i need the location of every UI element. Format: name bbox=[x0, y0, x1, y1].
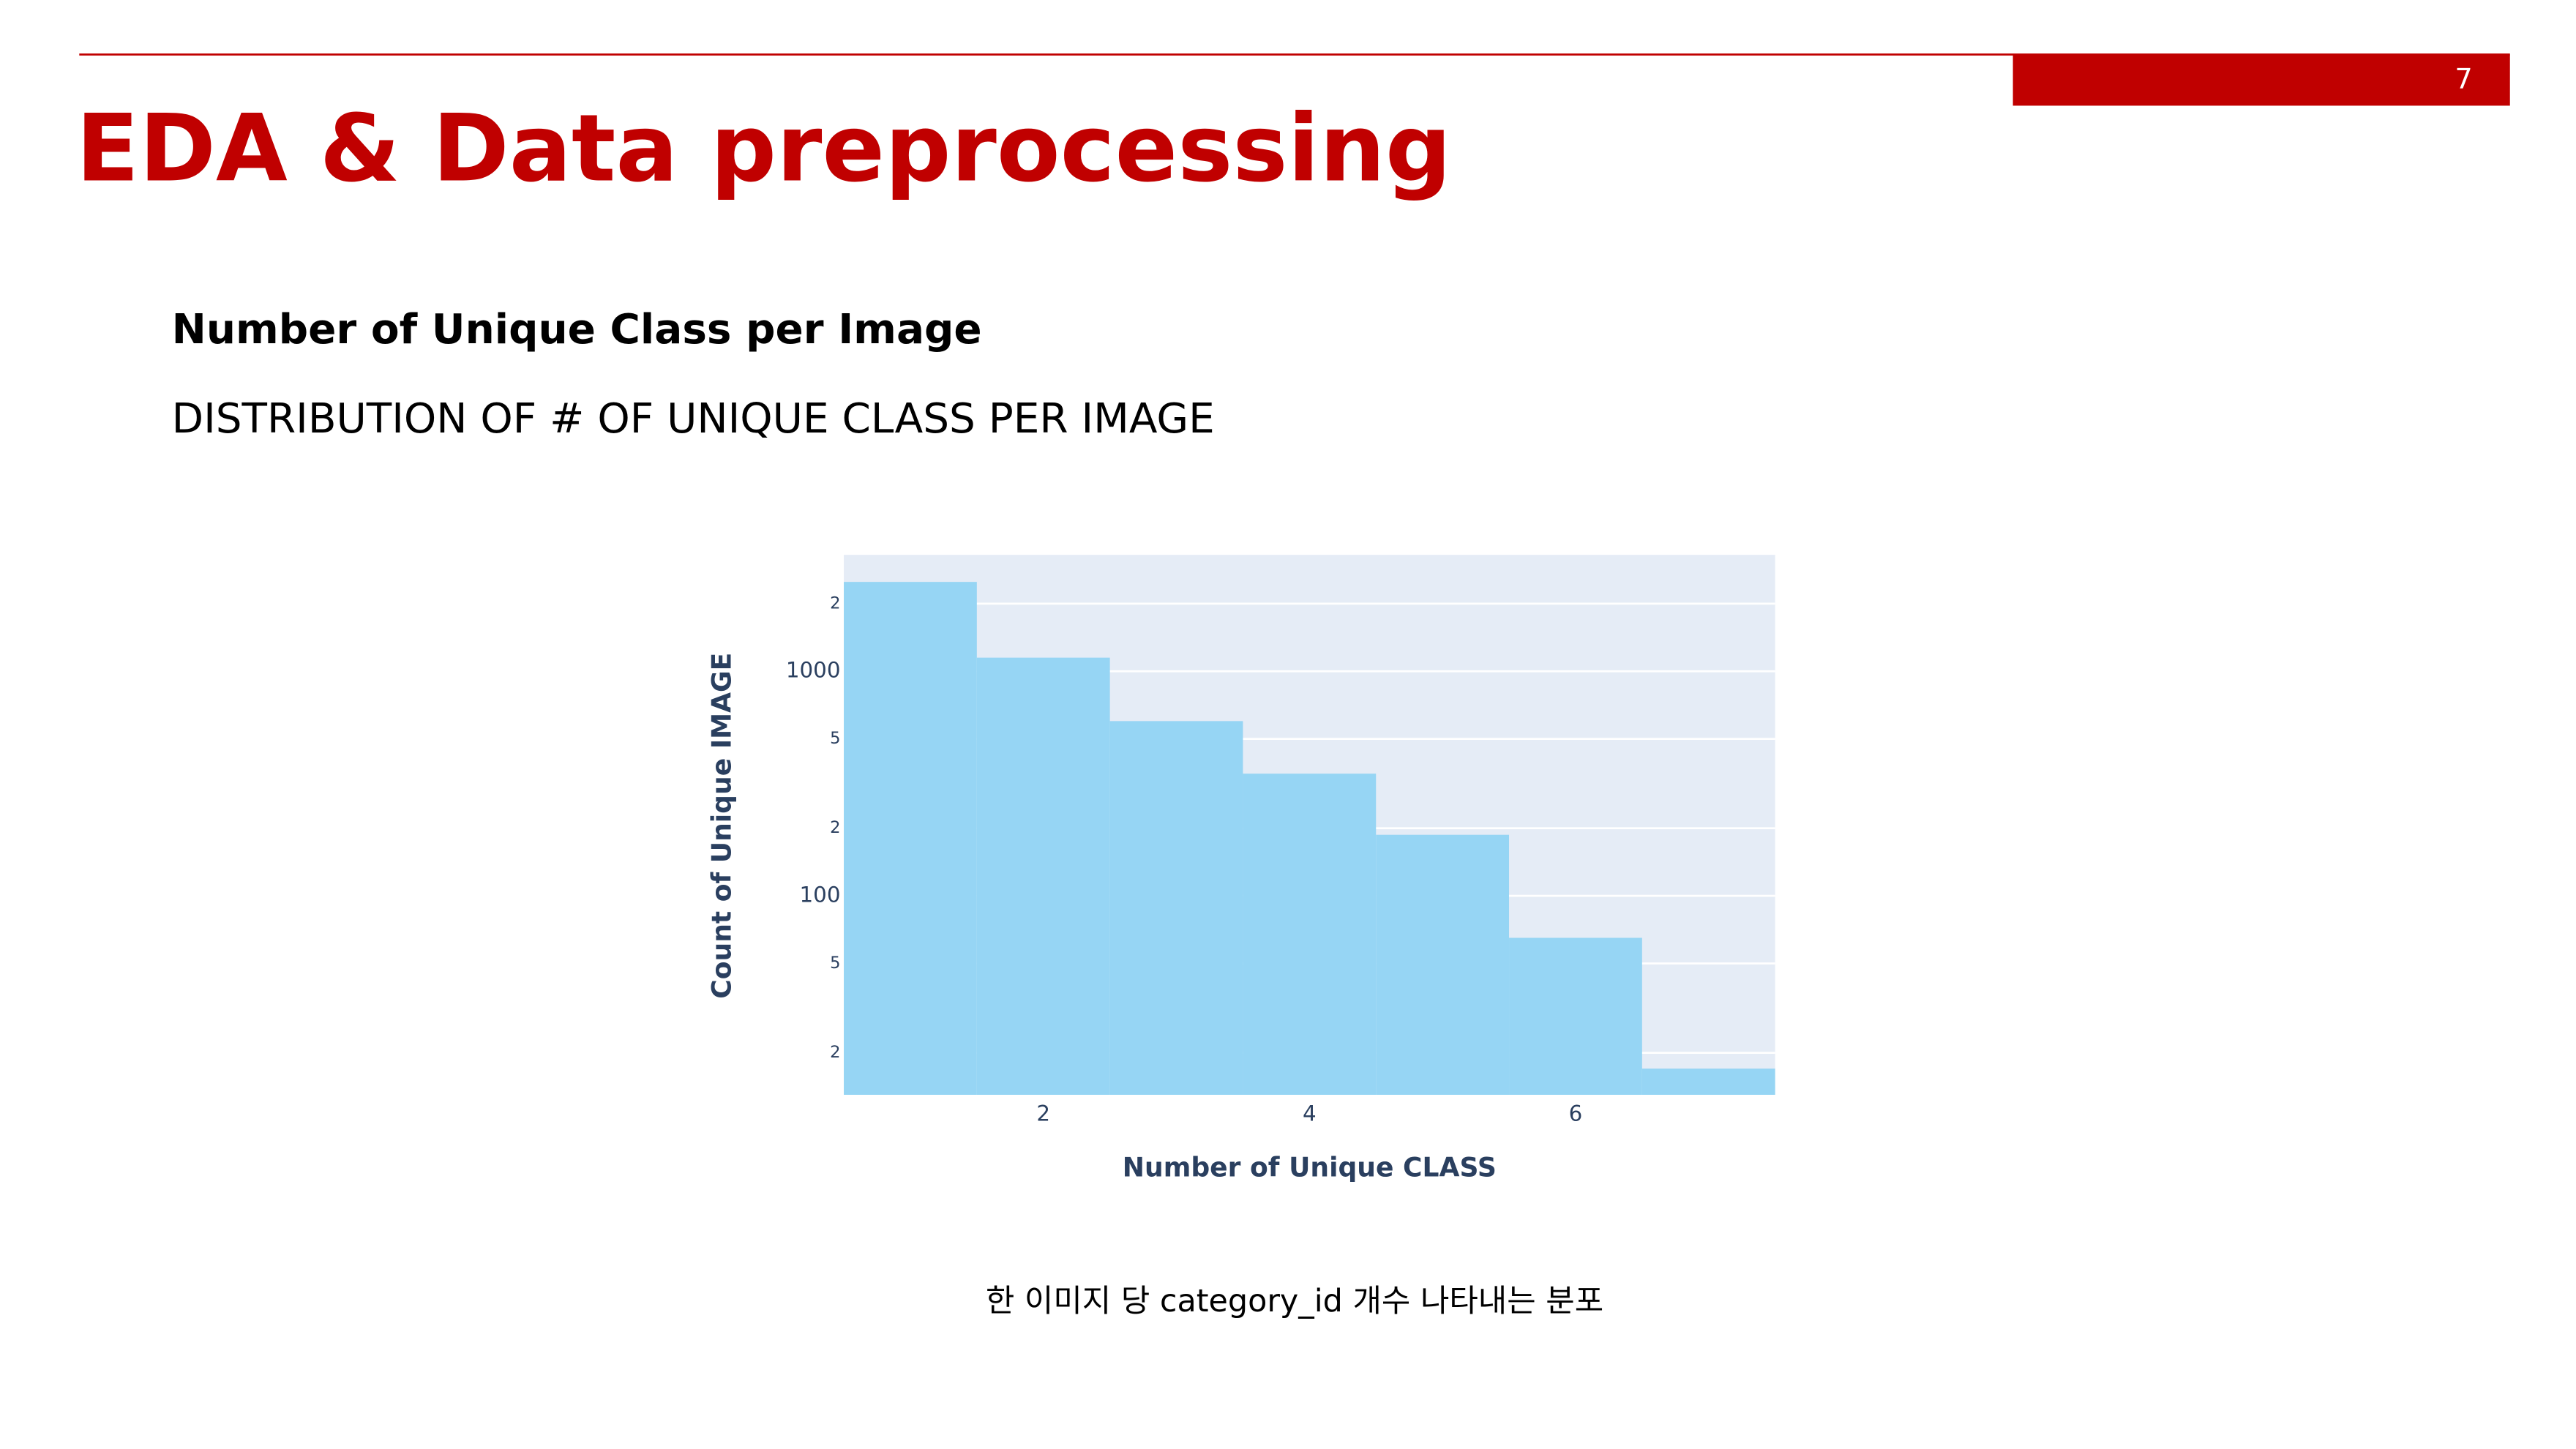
bar bbox=[844, 582, 977, 1095]
bar bbox=[1641, 1068, 1775, 1095]
bar bbox=[1376, 834, 1510, 1095]
heading: Number of Unique Class per Image bbox=[172, 306, 982, 353]
y-tick-label: 2 bbox=[830, 594, 840, 613]
chart: Number of Unique CLASS Count of Unique I… bbox=[705, 555, 1775, 1183]
y-tick-label: 5 bbox=[830, 729, 840, 748]
bar bbox=[976, 657, 1110, 1095]
y-tick-label: 1000 bbox=[786, 658, 841, 683]
y-axis-title: Count of Unique IMAGE bbox=[705, 653, 737, 999]
x-axis-title: Number of Unique CLASS bbox=[1123, 1152, 1497, 1183]
y-tick-label: 2 bbox=[830, 818, 840, 837]
x-tick-label: 2 bbox=[1036, 1101, 1050, 1126]
x-tick-label: 4 bbox=[1303, 1101, 1317, 1126]
bar bbox=[1243, 774, 1377, 1095]
subheading: DISTRIBUTION OF # OF UNIQUE CLASS PER IM… bbox=[172, 395, 1215, 443]
y-tick-label: 100 bbox=[800, 883, 841, 907]
bar bbox=[1109, 721, 1243, 1095]
page-number: 7 bbox=[2455, 63, 2472, 96]
page-tab bbox=[2012, 54, 2510, 106]
y-tick-label: 5 bbox=[830, 954, 840, 973]
x-tick-label: 6 bbox=[1569, 1101, 1583, 1126]
y-tick-label: 2 bbox=[830, 1043, 840, 1062]
bar bbox=[1509, 937, 1642, 1095]
caption: 한 이미지 당 category_id 개수 나타내는 분포 bbox=[986, 1283, 1603, 1319]
slide-title: EDA & Data preprocessing bbox=[76, 95, 1452, 203]
